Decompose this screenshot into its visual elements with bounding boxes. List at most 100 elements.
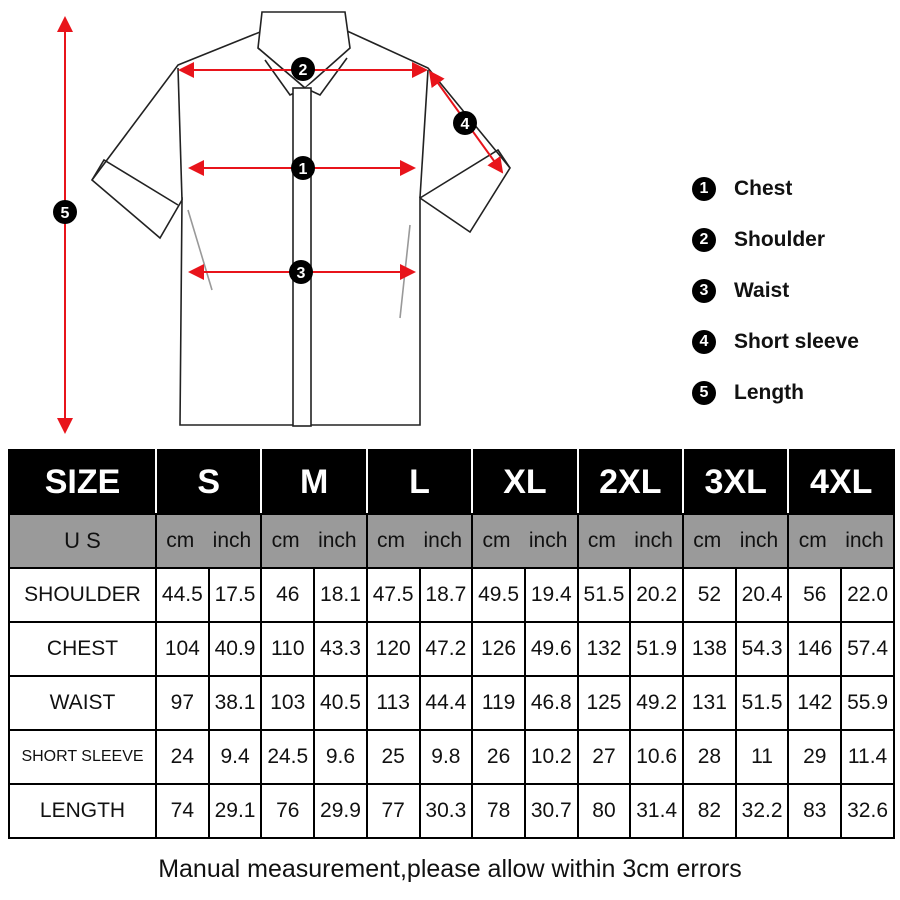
legend-item-short-sleeve: 4 Short sleeve: [692, 329, 859, 354]
value-cell: 138: [682, 621, 737, 677]
value-cell: 29: [787, 729, 843, 785]
value-cell: 24.5: [260, 729, 316, 785]
value-cell: 131: [682, 675, 737, 731]
value-cell: 83: [787, 783, 843, 839]
value-cell: 49.6: [523, 621, 579, 677]
row-label: SHORT SLEEVE: [8, 729, 157, 785]
legend-label: Short sleeve: [734, 329, 859, 353]
units-label: U S: [8, 513, 157, 569]
size-header: L: [365, 449, 474, 515]
value-cell: 142: [787, 675, 843, 731]
value-cell: 32.2: [734, 783, 790, 839]
legend-label: Chest: [734, 176, 793, 200]
unit-inch: inch: [634, 529, 673, 552]
units-cell: cm inch: [787, 513, 895, 569]
value-cell: 30.3: [418, 783, 474, 839]
number-5-icon: 5: [692, 380, 716, 405]
shirt-measurement-diagram: 5 2 1 3 4: [53, 11, 511, 434]
unit-inch: inch: [212, 529, 252, 552]
value-cell: 32.6: [840, 783, 895, 839]
value-cell: 29.1: [207, 783, 263, 839]
value-cell: 27: [576, 729, 632, 785]
unit-inch: inch: [739, 529, 779, 552]
value-cell: 25: [365, 729, 421, 785]
value-cell: 20.4: [734, 567, 790, 623]
value-cell: 110: [260, 621, 316, 677]
value-cell: 126: [471, 621, 526, 677]
unit-cm: cm: [587, 529, 616, 552]
value-cell: 10.2: [523, 729, 579, 785]
value-cell: 57.4: [840, 621, 895, 677]
unit-inch: inch: [318, 529, 357, 552]
value-cell: 20.2: [629, 567, 685, 623]
marker-shoulder: 2: [299, 62, 308, 79]
value-cell: 146: [787, 621, 843, 677]
value-cell: 119: [471, 675, 526, 731]
value-cell: 51.9: [629, 621, 685, 677]
number-3-icon: 3: [692, 278, 716, 303]
value-cell: 56: [787, 567, 843, 623]
value-cell: 18.7: [418, 567, 474, 623]
legend-item-waist: 3 Waist: [692, 278, 859, 303]
table-row: LENGTH 74 29.1 76 29.9 77 30.3 78 30.7 80 31.4 82 32…: [8, 783, 895, 839]
value-cell: 80: [576, 783, 632, 839]
value-cell: 49.2: [629, 675, 685, 731]
size-header: M: [260, 449, 368, 515]
footer-note: Manual measurement,please allow within 3…: [158, 855, 742, 883]
size-header: S: [154, 449, 263, 515]
value-cell: 47.2: [418, 621, 474, 677]
value-cell: 54.3: [734, 621, 790, 677]
value-cell: 9.6: [313, 729, 368, 785]
value-cell: 17.5: [207, 567, 263, 623]
unit-cm: cm: [377, 529, 406, 552]
value-cell: 40.9: [207, 621, 263, 677]
size-header-row: SIZE S M L XL 2XL 3XL 4XL: [8, 449, 895, 515]
size-header: XL: [471, 449, 579, 515]
units-cell: cm inch: [576, 513, 685, 569]
value-cell: 82: [682, 783, 737, 839]
units-cell: cm inch: [154, 513, 263, 569]
unit-inch: inch: [528, 529, 568, 552]
value-cell: 28: [682, 729, 737, 785]
legend-item-length: 5 Length: [692, 380, 859, 405]
legend-label: Waist: [734, 278, 790, 302]
value-cell: 31.4: [629, 783, 685, 839]
value-cell: 24: [155, 729, 210, 785]
value-cell: 46: [260, 567, 316, 623]
table-row: CHEST 104 40.9 110 43.3 120 47.2 126 49.6 132 51.9…: [8, 621, 895, 677]
unit-cm: cm: [271, 529, 300, 552]
value-cell: 9.4: [207, 729, 263, 785]
units-cell: cm inch: [471, 513, 579, 569]
value-cell: 125: [576, 675, 632, 731]
value-cell: 38.1: [207, 675, 263, 731]
value-cell: 76: [260, 783, 316, 839]
shirt-outline: [90, 11, 511, 427]
value-cell: 113: [365, 675, 421, 731]
value-cell: 97: [155, 675, 210, 731]
value-cell: 9.8: [418, 729, 474, 785]
unit-cm: cm: [166, 529, 195, 552]
table-row: SHOULDER 44.5 17.5 46 18.1 47.5 18.7 49.5 19.4 51…: [8, 567, 895, 623]
value-cell: 46.8: [523, 675, 579, 731]
unit-inch: inch: [845, 529, 884, 552]
units-cell: cm inch: [682, 513, 790, 569]
unit-cm: cm: [482, 529, 511, 552]
value-cell: 120: [365, 621, 421, 677]
units-cell: cm inch: [260, 513, 368, 569]
row-label: WAIST: [8, 675, 157, 731]
row-label: CHEST: [8, 621, 157, 677]
size-header: 3XL: [682, 449, 790, 515]
value-cell: 43.3: [313, 621, 368, 677]
value-cell: 10.6: [629, 729, 685, 785]
value-cell: 26: [471, 729, 526, 785]
value-cell: 77: [365, 783, 421, 839]
value-cell: 11: [734, 729, 790, 785]
value-cell: 29.9: [313, 783, 368, 839]
unit-inch: inch: [423, 529, 462, 552]
marker-waist: 3: [297, 265, 306, 282]
value-cell: 47.5: [365, 567, 421, 623]
table-row: WAIST 97 38.1 103 40.5 113 44.4 119 46.8 125 49.2 1…: [8, 675, 895, 731]
